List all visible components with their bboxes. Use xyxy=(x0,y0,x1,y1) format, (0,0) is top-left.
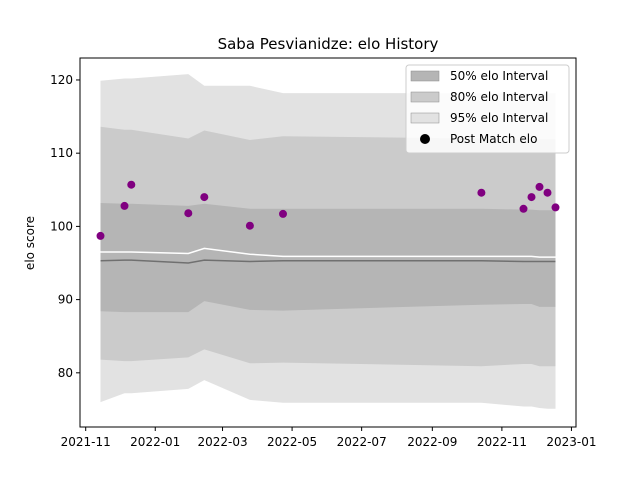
median-line-2 xyxy=(100,259,556,264)
post-match-point-11 xyxy=(535,182,544,191)
post-match-point-8 xyxy=(477,188,486,197)
x-tick-label-5: 2022-07 xyxy=(337,435,387,449)
legend-box xyxy=(405,64,570,154)
y-tick-label-3: 100 xyxy=(50,219,73,233)
x-tick-label-6: 2022-09 xyxy=(407,435,457,449)
post-match-point-6 xyxy=(245,221,254,230)
post-match-point-4 xyxy=(184,209,193,218)
interval-bands xyxy=(100,74,556,409)
x-tick-label-1: 2021-11 xyxy=(61,435,111,449)
post-match-point-5 xyxy=(200,193,209,202)
median-lines xyxy=(100,247,556,264)
median-line-1 xyxy=(100,247,556,258)
legend-swatch-3 xyxy=(410,112,440,124)
legend-marker-4 xyxy=(420,134,430,144)
post-match-point-9 xyxy=(519,204,528,213)
x-tick-label-4: 2022-05 xyxy=(267,435,317,449)
post-match-point-1 xyxy=(96,231,105,240)
chart-title: Saba Pesvianidze: elo History xyxy=(218,35,439,53)
post-match-point-10 xyxy=(527,193,536,202)
plot-frame xyxy=(79,57,577,428)
legend-label-3: 95% elo Interval xyxy=(450,111,548,125)
x-tick-label-7: 2022-11 xyxy=(477,435,527,449)
legend-label-1: 50% elo Interval xyxy=(450,69,548,83)
x-tick-label-2: 2022-01 xyxy=(130,435,180,449)
legend-label-2: 80% elo Interval xyxy=(450,90,548,104)
axes: 2021-11 2022-01 2022-03 2022-05 2022-07 2022-… xyxy=(50,57,597,449)
x-tick-label-3: 2022-03 xyxy=(197,435,247,449)
post-match-point-2 xyxy=(120,201,129,210)
y-tick-label-2: 90 xyxy=(58,293,73,307)
legend-swatch-2 xyxy=(410,91,440,103)
legend-swatch-1 xyxy=(410,70,440,82)
x-tick-label-8: 2023-01 xyxy=(546,435,596,449)
post-match-point-3 xyxy=(127,180,136,189)
post-match-point-7 xyxy=(279,209,287,218)
post-match-point-12 xyxy=(543,188,552,197)
y-tick-label-4: 110 xyxy=(50,146,73,160)
y-axis-label: elo score xyxy=(23,216,37,270)
band-3 xyxy=(100,203,556,313)
y-tick-label-1: 80 xyxy=(58,366,73,380)
legend: 50% elo Interval 80% elo Interval 95% elo … xyxy=(405,64,570,154)
post-match-point-13 xyxy=(551,203,560,212)
post-match-points xyxy=(96,180,560,240)
y-tick-label-5: 120 xyxy=(50,73,73,87)
legend-label-4: Post Match elo xyxy=(450,132,537,146)
